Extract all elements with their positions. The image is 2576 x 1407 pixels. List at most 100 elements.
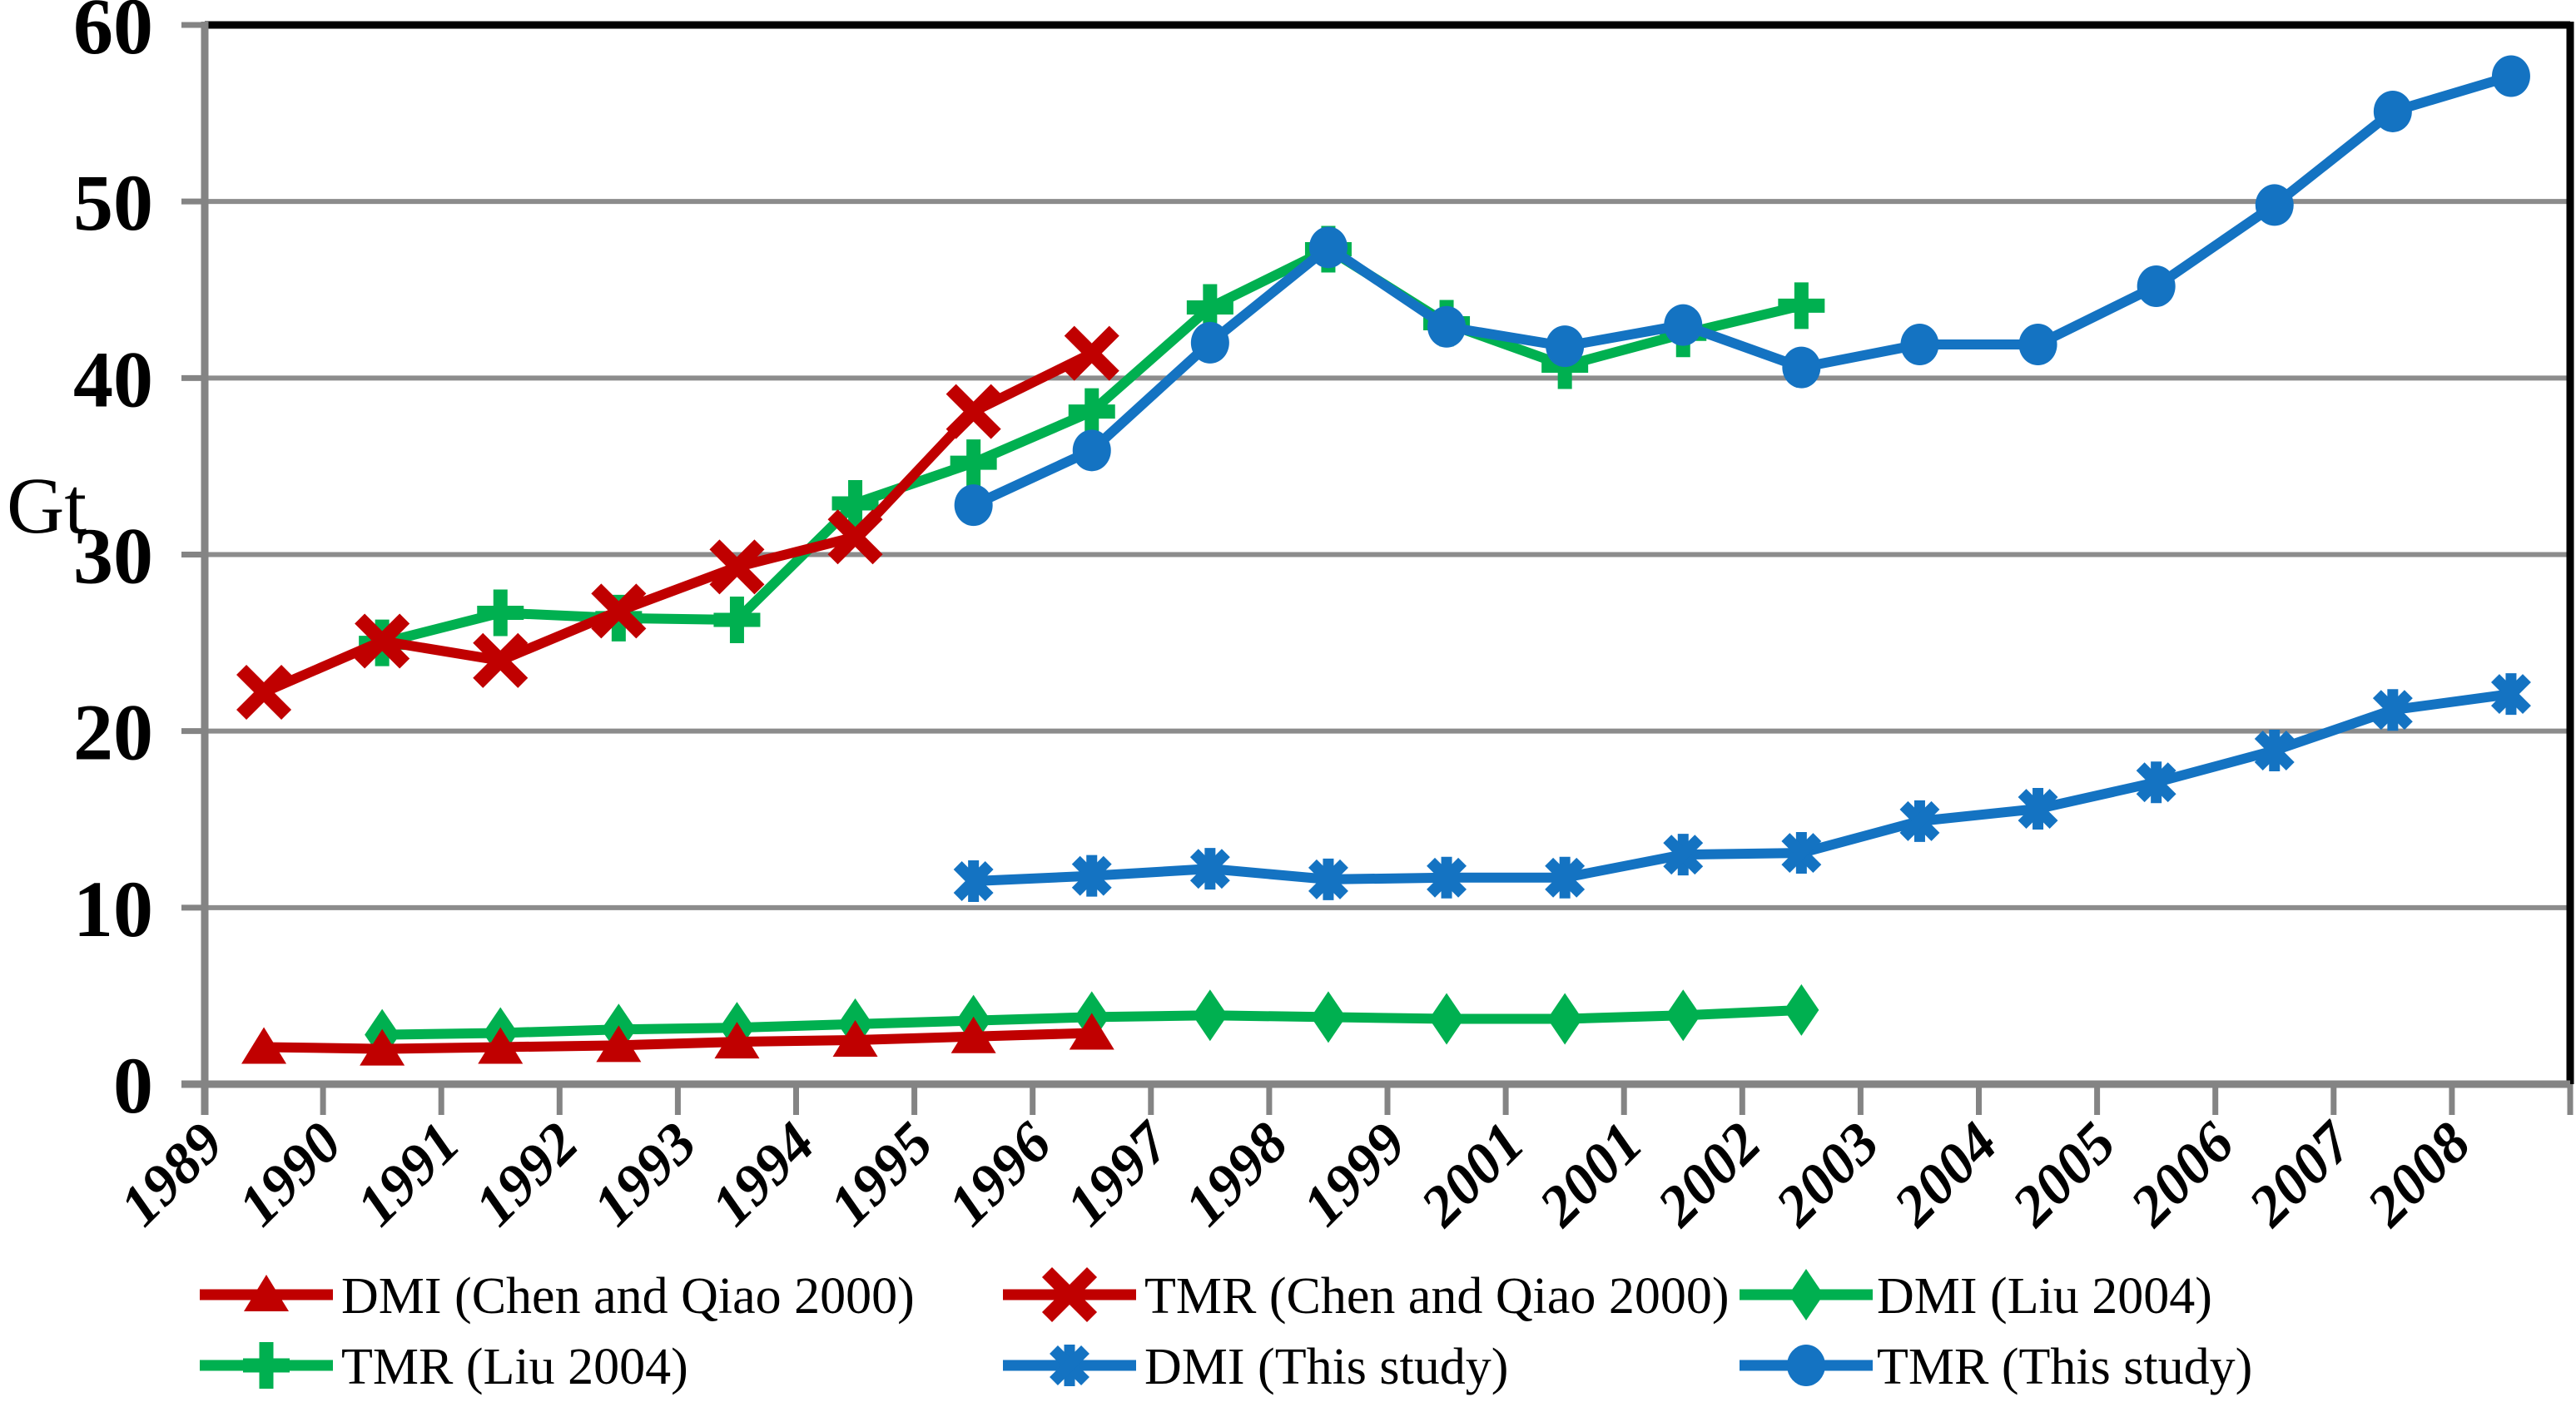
triangle-marker [596, 1025, 642, 1063]
circle-marker [1664, 304, 1703, 346]
circle-marker [1190, 321, 1229, 364]
x-marker [591, 583, 647, 639]
triangle-marker [832, 1019, 878, 1057]
circle-marker [1782, 346, 1821, 389]
asterisk-marker [1427, 857, 1467, 898]
legend-label: TMR (Liu 2004) [341, 1339, 688, 1395]
triangle-marker [360, 1028, 405, 1066]
x-marker [473, 632, 529, 688]
x-tick-label: 2001 [1408, 1111, 1536, 1239]
circle-marker [1900, 324, 1939, 366]
asterisk-marker [1663, 835, 1704, 875]
gridlines [205, 21, 2570, 910]
legend-marker-tmr-this-study [1740, 1345, 1873, 1386]
circle-marker [1546, 325, 1585, 368]
x-marker [827, 509, 883, 565]
asterisk-marker [1071, 855, 1112, 896]
circle-marker [2373, 90, 2412, 132]
series-line-dmi-chen-and-qiao-2000 [259, 1028, 1097, 1054]
diamond-marker [1665, 989, 1701, 1042]
triangle-marker [478, 1027, 524, 1064]
x-tick-label: 1993 [581, 1111, 708, 1238]
x-marker [1064, 325, 1119, 381]
x-tick-label: 1998 [1173, 1111, 1300, 1238]
triangle-marker [950, 1016, 996, 1053]
circle-marker [2137, 265, 2176, 308]
legend-item-dmi-liu-2004: DMI (Liu 2004) [1877, 1268, 2212, 1325]
axes [181, 22, 2574, 1115]
x-tick-label: 2005 [2000, 1111, 2128, 1239]
series-tmr-this-study [954, 55, 2530, 527]
x-axis-labels: 1989199019911992199319941995199619971998… [108, 1109, 2483, 1239]
circle-marker [1787, 1345, 1825, 1386]
x-tick-label: 1997 [1055, 1109, 1184, 1239]
legend: DMI (Chen and Qiao 2000) TMR (Chen and Q… [200, 1266, 2252, 1395]
asterisk-marker [2136, 762, 2176, 803]
diamond-marker [1784, 983, 1819, 1036]
legend-label: DMI (This study) [1144, 1339, 1508, 1395]
series-line-tmr-this-study [968, 71, 2516, 511]
x-marker [1041, 1266, 1098, 1323]
series-dmi-this-study [953, 673, 2531, 903]
asterisk-marker [1781, 833, 1822, 874]
triangle-marker [1069, 1013, 1114, 1050]
legend-item-tmr-this-study: TMR (This study) [1877, 1339, 2252, 1395]
y-tick-label: 20 [73, 688, 153, 777]
y-tick-label: 60 [73, 0, 153, 71]
circle-marker [954, 484, 993, 527]
legend-item-tmr-liu-2004: TMR (Liu 2004) [341, 1339, 688, 1395]
x-marker [355, 613, 410, 669]
series-dmi-chen-and-qiao-2000 [241, 1013, 1114, 1066]
diamond-marker [1429, 993, 1465, 1045]
x-tick-label: 2002 [1645, 1111, 1774, 1239]
asterisk-marker [1899, 800, 1940, 841]
triangle-marker [714, 1022, 760, 1059]
diamond-marker [1547, 993, 1583, 1045]
x-tick-label: 1994 [699, 1111, 826, 1238]
y-tick-label: 10 [73, 865, 153, 954]
y-axis-labels: 0 10 20 30 40 50 60 [73, 0, 153, 1130]
asterisk-marker [2372, 690, 2413, 731]
series-lines [236, 55, 2531, 1066]
circle-marker [2255, 184, 2294, 226]
x-tick-label: 1995 [818, 1111, 946, 1238]
y-axis-title: Gt [7, 461, 87, 550]
y-tick-label: 50 [73, 158, 153, 247]
triangle-marker [241, 1027, 287, 1064]
asterisk-marker [2491, 674, 2531, 715]
legend-label: TMR (This study) [1877, 1339, 2252, 1395]
circle-marker [1427, 305, 1467, 348]
circle-marker [2018, 324, 2057, 366]
legend-marker-tmr-chen-and-qiao-2000 [1003, 1266, 1136, 1323]
triangle-marker [244, 1275, 289, 1311]
diamond-marker [1789, 1269, 1824, 1320]
x-tick-label: 2003 [1764, 1111, 1892, 1239]
legend-item-dmi-chen-and-qiao-2000: DMI (Chen and Qiao 2000) [341, 1268, 915, 1325]
asterisk-marker [1308, 859, 1348, 899]
x-tick-label: 1996 [936, 1111, 1064, 1238]
legend-label: DMI (Liu 2004) [1877, 1268, 2212, 1325]
y-tick-label: 30 [73, 512, 153, 601]
y-tick-label: 40 [73, 334, 153, 424]
x-marker [236, 664, 292, 721]
asterisk-marker [1189, 849, 1230, 889]
asterisk-marker [1545, 857, 1586, 898]
x-tick-label: 1990 [226, 1111, 354, 1238]
series-line-dmi-this-study [968, 689, 2516, 887]
x-tick-label: 2004 [1882, 1111, 2010, 1239]
asterisk-marker [953, 861, 994, 901]
legend-marker-tmr-liu-2004 [200, 1342, 333, 1389]
asterisk-marker [2254, 731, 2295, 770]
diamond-marker [1192, 989, 1228, 1042]
diamond-marker [1310, 991, 1346, 1043]
x-tick-label: 1992 [463, 1111, 590, 1238]
legend-label: TMR (Chen and Qiao 2000) [1144, 1268, 1730, 1325]
legend-label: DMI (Chen and Qiao 2000) [341, 1268, 915, 1325]
legend-item-tmr-chen-and-qiao-2000: TMR (Chen and Qiao 2000) [1144, 1268, 1730, 1325]
asterisk-marker [2018, 789, 2058, 829]
circle-marker [1308, 226, 1348, 269]
legend-marker-dmi-chen-and-qiao-2000 [200, 1275, 333, 1311]
series-tmr-chen-and-qiao-2000 [236, 325, 1119, 721]
